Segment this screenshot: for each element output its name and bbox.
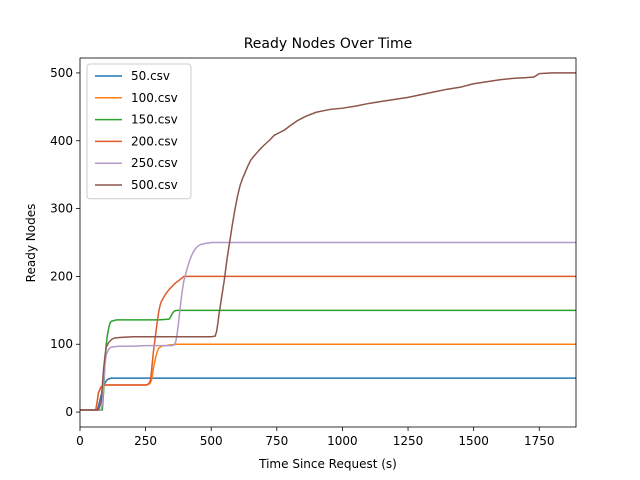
legend-label: 200.csv: [131, 134, 178, 148]
plot-frame: [79, 57, 577, 428]
legend-label: 50.csv: [131, 69, 170, 83]
legend-label: 100.csv: [131, 91, 178, 105]
series-line-2: [80, 343, 576, 411]
legend-label: 250.csv: [131, 156, 178, 170]
y-tick-label: 400: [50, 134, 73, 148]
series-line-5: [80, 241, 576, 411]
x-tick-label: 1500: [458, 434, 489, 448]
x-tick-label: 1000: [327, 434, 358, 448]
legend-label: 150.csv: [131, 113, 178, 127]
series-line-6: [80, 72, 576, 411]
y-axis-label: Ready Nodes: [24, 204, 38, 283]
y-tick-label: 500: [50, 66, 73, 80]
x-axis-label: Time Since Request (s): [258, 457, 397, 471]
x-tick-label: 250: [134, 434, 157, 448]
series-line-4: [80, 275, 576, 411]
chart-title: Ready Nodes Over Time: [244, 36, 413, 52]
plot-area: 0 250 500 750 1000 1250 1500 1750 0 100 200 300 400 5…: [50, 57, 577, 448]
x-tick-label: 0: [76, 434, 84, 448]
series-line-1: [80, 377, 576, 411]
y-tick-label: 0: [65, 405, 73, 419]
x-tick-label: 500: [200, 434, 223, 448]
y-tick-label: 300: [50, 202, 73, 216]
legend: 50.csv 100.csv 150.csv 200.csv 250.csv 500.cs…: [86, 63, 192, 200]
x-tick-label: 750: [265, 434, 288, 448]
legend-label: 500.csv: [131, 178, 178, 192]
x-tick-label: 1750: [524, 434, 555, 448]
y-tick-label: 100: [50, 337, 73, 351]
y-tick-label: 200: [50, 269, 73, 283]
x-tick-label: 1250: [393, 434, 424, 448]
